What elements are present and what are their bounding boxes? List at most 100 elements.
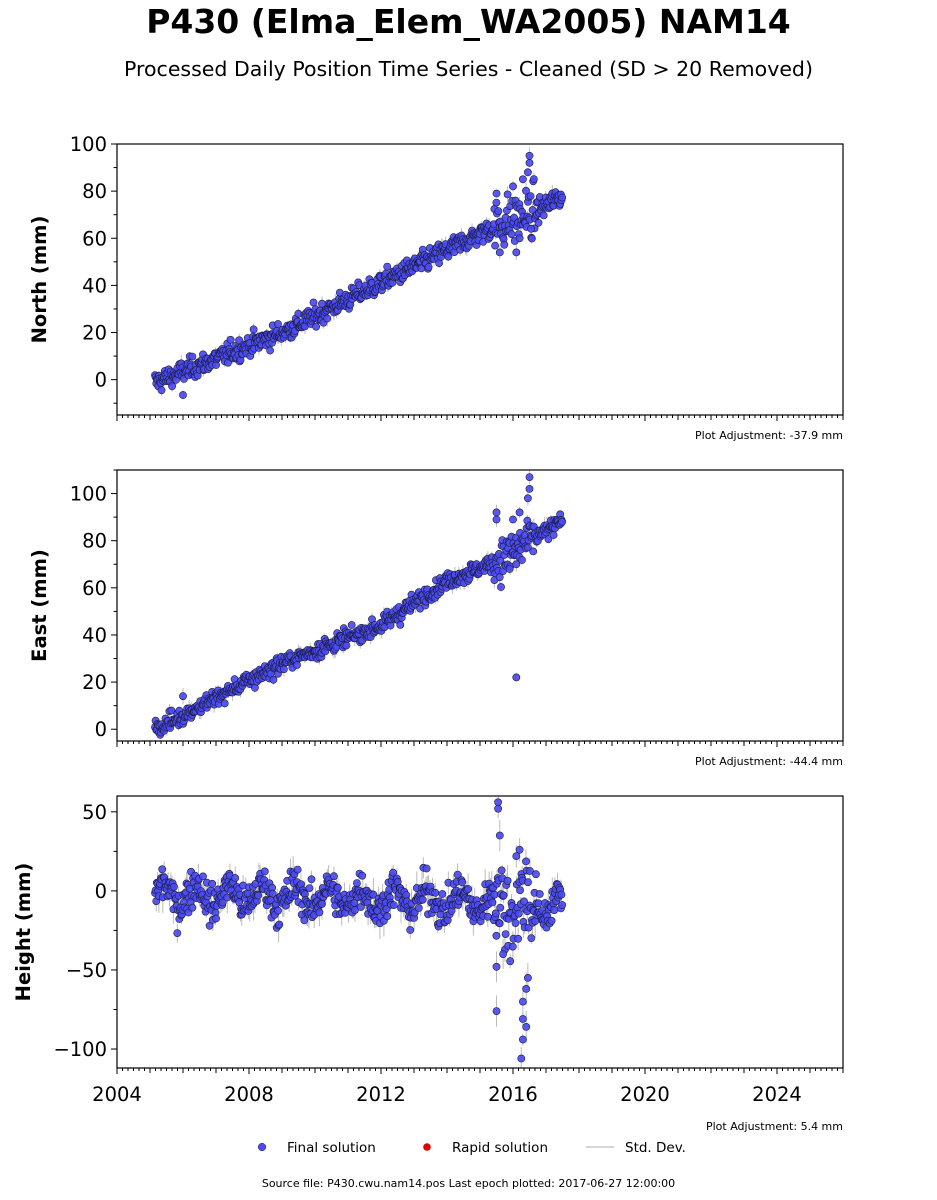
data-point <box>529 547 538 556</box>
chart-title: P430 (Elma_Elem_WA2005) NAM14 <box>146 2 791 41</box>
data-point <box>539 211 548 220</box>
data-point <box>512 852 521 860</box>
data-point <box>179 692 187 701</box>
data-point <box>495 831 504 840</box>
data-point <box>525 151 534 160</box>
data-point <box>269 675 278 684</box>
data-point <box>526 867 534 875</box>
data-point <box>422 864 431 873</box>
y-tick-label: −100 <box>53 1038 107 1061</box>
final-solution-points <box>151 151 567 399</box>
data-point <box>525 473 534 481</box>
plot-adjustment-note: Plot Adjustment: -44.4 mm <box>695 755 843 768</box>
data-point <box>323 314 332 323</box>
plot-area <box>151 470 567 739</box>
data-point <box>167 706 176 715</box>
data-point <box>383 262 392 271</box>
data-point <box>515 508 524 517</box>
data-point <box>526 192 535 200</box>
data-point <box>524 878 532 887</box>
data-point <box>519 175 527 184</box>
data-point <box>188 352 197 361</box>
data-point <box>525 484 534 493</box>
x-tick-label: 2012 <box>356 1083 406 1106</box>
legend: Final solution Rapid solution Std. Dev. <box>257 1140 686 1156</box>
data-point <box>512 248 521 257</box>
data-point <box>369 890 378 899</box>
data-point <box>514 909 523 918</box>
data-point <box>519 1035 527 1044</box>
data-point <box>524 494 532 503</box>
data-point <box>500 240 509 249</box>
data-point <box>312 322 320 331</box>
data-point <box>499 891 508 900</box>
data-point <box>266 346 274 355</box>
data-point <box>532 870 540 879</box>
y-tick-label: 0 <box>95 369 107 392</box>
data-point <box>492 189 501 198</box>
data-point <box>333 883 342 892</box>
data-point <box>458 878 467 887</box>
data-point <box>515 845 524 854</box>
data-point <box>279 665 288 674</box>
data-point <box>352 879 361 887</box>
data-point <box>496 903 505 912</box>
data-point <box>444 252 453 261</box>
data-point <box>522 1023 531 1031</box>
final-solution-points <box>151 798 567 1063</box>
plot-area <box>151 796 567 1068</box>
data-point <box>168 382 176 391</box>
data-point <box>418 895 427 904</box>
data-point <box>503 876 512 885</box>
axes-frame <box>116 795 844 1069</box>
data-point <box>342 641 351 650</box>
data-point <box>309 298 318 307</box>
y-tick-label: 60 <box>82 577 107 600</box>
data-point <box>406 926 415 934</box>
data-point <box>490 890 499 899</box>
y-tick-label: 60 <box>82 227 107 250</box>
data-point <box>492 515 501 524</box>
data-point <box>506 957 515 966</box>
data-point <box>212 914 220 923</box>
data-point <box>220 699 229 708</box>
data-point <box>274 906 282 915</box>
data-point <box>315 908 324 917</box>
data-point <box>249 325 258 334</box>
final-solution-points <box>151 473 567 739</box>
data-point <box>517 1054 526 1063</box>
data-point <box>508 942 517 951</box>
data-point <box>218 898 227 907</box>
x-tick-label: 2008 <box>224 1083 274 1106</box>
data-point <box>530 175 538 183</box>
chart-subtitle: Processed Daily Position Time Series - C… <box>124 57 813 81</box>
data-point <box>512 673 521 682</box>
data-point <box>534 899 543 908</box>
x-tick-label: 2020 <box>620 1083 670 1106</box>
data-point <box>231 874 240 882</box>
data-point <box>373 906 382 915</box>
data-point <box>491 909 500 918</box>
rapid-solution-marker <box>423 1143 431 1151</box>
data-point <box>524 974 532 982</box>
data-point <box>505 565 514 573</box>
data-point <box>518 556 526 564</box>
data-point <box>522 985 531 993</box>
y-tick-label: 0 <box>95 718 107 741</box>
data-point <box>522 857 530 866</box>
data-point <box>544 535 553 543</box>
data-point <box>431 888 440 897</box>
data-point <box>464 885 472 893</box>
data-point <box>226 335 235 344</box>
data-point <box>492 508 501 517</box>
y-tick-label: 40 <box>82 274 107 297</box>
data-point <box>453 870 462 879</box>
data-point <box>492 198 501 207</box>
data-point <box>549 531 558 539</box>
y-tick-label: 0 <box>95 880 107 903</box>
data-point <box>492 962 501 971</box>
y-tick-label: 20 <box>82 322 107 345</box>
data-point <box>208 879 217 888</box>
source-footer: Source file: P430.cwu.nam14.pos Last epo… <box>261 1177 676 1190</box>
